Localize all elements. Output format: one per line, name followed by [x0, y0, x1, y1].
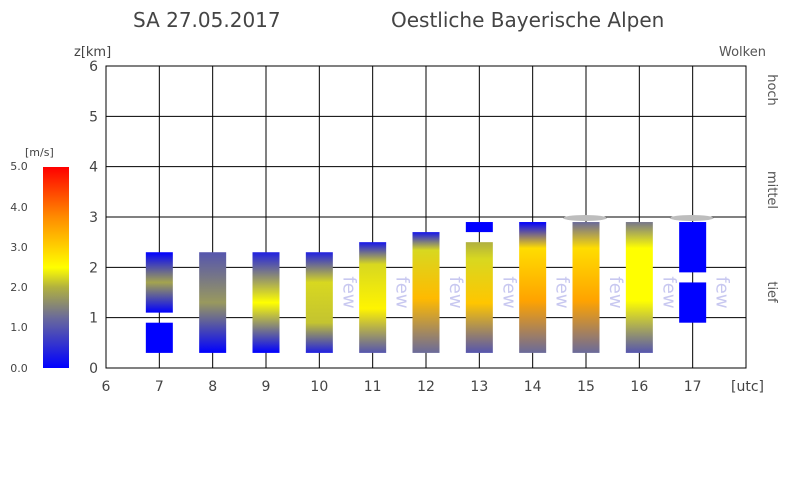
cloud-label-few: few — [392, 276, 413, 308]
cloud-cap-17 — [669, 215, 714, 221]
cloud-label-few: few — [552, 276, 573, 308]
x-tick-label: 6 — [102, 379, 111, 395]
legend-unit: [m/s] — [25, 146, 54, 159]
cloud-level-mid: mittel — [764, 171, 779, 209]
x-tick-label: 13 — [470, 379, 488, 395]
chart-title-region: Oestliche Bayerische Alpen — [391, 8, 665, 32]
y-tick-label: 4 — [89, 160, 98, 176]
legend-tick: 2.0 — [10, 281, 28, 294]
cloud-label-few: few — [445, 276, 466, 308]
cloud-label-few: few — [658, 276, 679, 308]
wind-bar-9 — [252, 252, 280, 353]
legend-tick: 3.0 — [10, 241, 28, 254]
x-axis-label: [utc] — [731, 379, 764, 395]
cloud-label-few: few — [498, 276, 519, 308]
x-tick-label: 10 — [310, 379, 328, 395]
y-axis-label: z[km] — [74, 45, 111, 60]
y-tick-label: 6 — [89, 59, 98, 75]
wind-bar-7 — [145, 252, 173, 313]
chart-title-date: SA 27.05.2017 — [133, 8, 281, 32]
plot-frame — [105, 65, 747, 369]
legend-tick: 4.0 — [10, 201, 28, 214]
wind-bar-12 — [412, 232, 440, 353]
x-tick-label: 8 — [208, 379, 217, 395]
x-tick-label: 17 — [684, 379, 702, 395]
x-tick-label: 15 — [577, 379, 595, 395]
cloud-level-header: Wolken — [719, 45, 766, 60]
wind-bar-11 — [359, 242, 387, 353]
windspeed-color-scale — [43, 167, 69, 368]
cloud-label-few: few — [605, 276, 626, 308]
x-tick-label: 9 — [262, 379, 271, 395]
cloud-label-few: few — [338, 276, 359, 308]
y-tick-label: 3 — [89, 210, 98, 226]
wind-bar-7 — [145, 322, 173, 353]
wind-bar-13 — [465, 242, 493, 353]
wind-bar-16 — [625, 222, 653, 353]
cloud-level-high: hoch — [764, 74, 779, 106]
wind-bar-17 — [679, 282, 707, 323]
wind-bar-17 — [679, 222, 707, 273]
y-tick-label: 2 — [89, 260, 98, 276]
wind-bar-10 — [305, 252, 333, 353]
x-tick-label: 11 — [364, 379, 382, 395]
x-tick-label: 12 — [417, 379, 435, 395]
y-tick-label: 1 — [89, 311, 98, 327]
x-tick-label: 16 — [630, 379, 648, 395]
wind-bar-14 — [519, 222, 547, 353]
legend-tick: 0.0 — [10, 362, 28, 375]
wind-bar-13 — [465, 222, 493, 233]
y-tick-label: 5 — [89, 109, 98, 125]
y-tick-label: 0 — [89, 361, 98, 377]
cloud-cap-15 — [563, 215, 607, 221]
x-tick-label: 7 — [155, 379, 164, 395]
cloud-label-few: few — [712, 276, 733, 308]
legend-tick: 5.0 — [10, 160, 28, 173]
x-tick-label: 14 — [524, 379, 542, 395]
wind-bar-15 — [572, 222, 600, 353]
cloud-level-low: tief — [764, 281, 779, 303]
wind-bar-8 — [199, 252, 227, 353]
legend-tick: 1.0 — [10, 321, 28, 334]
